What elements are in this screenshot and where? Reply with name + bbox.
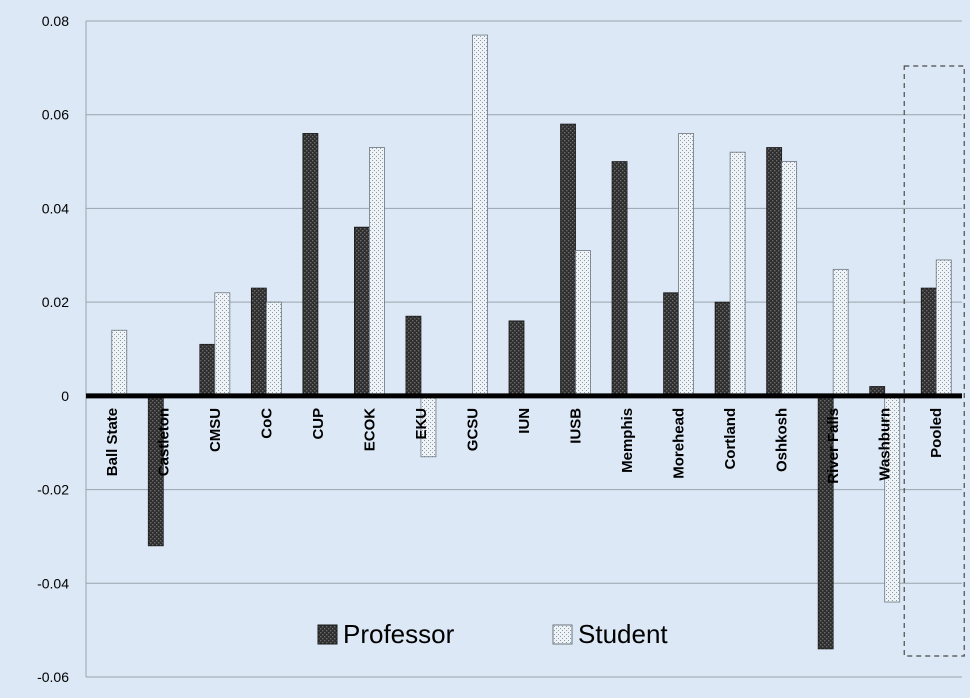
bar-student-iusb — [575, 250, 591, 397]
bar-student-cmsu — [214, 292, 231, 397]
x-category-label: Washburn — [877, 408, 894, 481]
category-labels: Ball State Castleton CMSU CoC CUP ECOK EKU GCSU… — [104, 408, 945, 484]
bar-professor-iun — [508, 320, 525, 397]
pooled-highlight — [903, 65, 965, 657]
bar-student-coc — [265, 301, 282, 397]
x-category-label: CMSU — [207, 408, 224, 452]
y-tick-label: -0.06 — [37, 669, 69, 685]
x-category-label: River Falls — [825, 408, 842, 484]
bar-student-gcsu — [472, 34, 488, 397]
legend: Professor Student — [317, 619, 668, 649]
bar-professor-morehead — [663, 292, 679, 397]
legend-label-professor: Professor — [343, 619, 455, 649]
bar-student-river-falls — [832, 268, 849, 397]
legend-swatch-professor — [317, 624, 338, 645]
y-tick-label: 0.08 — [42, 13, 69, 29]
y-tick-label: 0.06 — [42, 107, 69, 123]
y-tick-label: 0 — [61, 388, 69, 404]
bar-professor-cmsu — [199, 343, 216, 397]
legend-swatch-student — [552, 624, 573, 645]
x-category-label: Pooled — [928, 408, 945, 458]
y-axis: 0.08 0.06 0.04 0.02 0 -0.02 -0.04 -0.06 — [37, 13, 87, 685]
bar-professor-cortland — [714, 301, 731, 397]
x-category-label: CUP — [310, 408, 327, 440]
bar-student-oshkosh — [781, 161, 798, 397]
gridlines — [86, 20, 962, 678]
bar-student-pooled — [935, 259, 952, 397]
y-tick-label: -0.04 — [37, 575, 69, 591]
bar-student-cortland — [729, 151, 746, 397]
x-category-label: Ball State — [104, 408, 121, 476]
y-tick-label: 0.02 — [42, 294, 69, 310]
x-category-label: Castleton — [155, 408, 172, 476]
bar-professor-ecok — [354, 226, 370, 397]
x-category-label: GCSU — [464, 408, 481, 451]
y-tick-label: 0.04 — [42, 200, 69, 216]
bar-professor-pooled — [920, 287, 937, 397]
x-category-label: EKU — [413, 408, 430, 440]
x-category-label: IUSB — [568, 408, 585, 444]
bar-professor-iusb — [560, 123, 576, 397]
legend-label-student: Student — [578, 619, 668, 649]
bar-professor-memphis — [611, 161, 628, 397]
bar-student-ecok — [369, 147, 385, 397]
x-category-label: Oshkosh — [774, 408, 791, 472]
y-tick-label: -0.02 — [37, 482, 69, 498]
bar-professor-oshkosh — [766, 147, 783, 397]
x-category-label: Cortland — [722, 408, 739, 470]
x-category-label: IUN — [516, 408, 533, 434]
highlight-box — [903, 65, 965, 657]
bars — [111, 34, 952, 650]
x-category-label: Morehead — [671, 408, 688, 479]
bar-student-morehead — [678, 133, 694, 397]
bar-professor-coc — [250, 287, 267, 397]
x-category-label: ECOK — [361, 408, 378, 452]
bar-student-ball-state — [111, 329, 128, 397]
x-category-label: Memphis — [619, 408, 636, 473]
bar-professor-eku — [405, 315, 422, 397]
bar-professor-cup — [302, 133, 319, 397]
x-category-label: CoC — [258, 408, 275, 439]
